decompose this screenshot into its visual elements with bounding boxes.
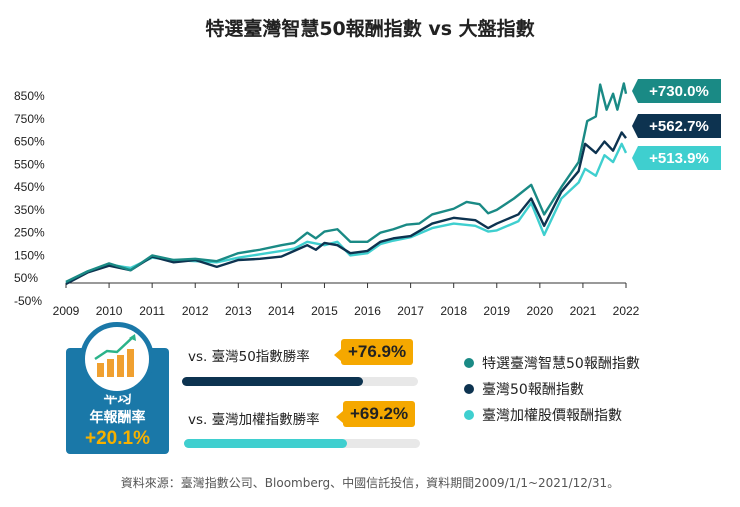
series-line bbox=[65, 82, 628, 283]
badge-line2: 年報酬率 bbox=[89, 410, 146, 426]
legend-item: 臺灣加權股價報酬指數 bbox=[464, 402, 640, 428]
badge-value: +20.1% bbox=[85, 428, 150, 449]
x-tick-label: 2019 bbox=[483, 304, 510, 318]
end-label-box bbox=[632, 79, 721, 103]
y-tick-label: 850% bbox=[14, 89, 45, 103]
win-rate-value-tw50: +76.9% bbox=[333, 339, 414, 365]
end-label-box bbox=[632, 146, 721, 170]
legend-label: 特選臺灣智慧50報酬指數 bbox=[482, 356, 640, 372]
line-chart: 850% 750% 650% 550% 450% 350% 250% 150% 50% -50% 2… bbox=[14, 79, 721, 318]
x-tick-label: 2011 bbox=[139, 304, 165, 318]
x-tick-label: 2015 bbox=[311, 304, 338, 318]
x-tick-label: 2010 bbox=[96, 304, 123, 318]
y-tick-label: 550% bbox=[14, 157, 45, 171]
x-tick-label: 2022 bbox=[613, 304, 640, 318]
win-rate-label-tw50: vs. 臺灣50指數勝率 bbox=[188, 349, 310, 365]
x-tick-label: 2016 bbox=[354, 304, 381, 318]
x-tick-label: 2021 bbox=[570, 304, 597, 318]
win-rate-bar-fill bbox=[184, 439, 348, 448]
legend-label: 臺灣加權股價報酬指數 bbox=[482, 408, 622, 424]
win-rate-label-taiex: vs. 臺灣加權指數勝率 bbox=[188, 412, 320, 428]
y-tick-label: 50% bbox=[14, 271, 38, 285]
x-tick-label: 2014 bbox=[268, 304, 295, 318]
y-tick-label: 350% bbox=[14, 203, 45, 217]
legend-dot bbox=[464, 410, 474, 420]
end-label: +562.7% bbox=[649, 118, 709, 135]
y-tick-label: 450% bbox=[14, 180, 45, 194]
legend-dot bbox=[464, 384, 474, 394]
legend-label: 臺灣50報酬指數 bbox=[482, 382, 584, 398]
x-tick-label: 2009 bbox=[53, 304, 80, 318]
win-rate-bar-tw50 bbox=[182, 377, 418, 386]
chart-title: 特選臺灣智慧50報酬指數 vs 大盤指數 bbox=[205, 18, 535, 40]
win-rate-bar-taiex bbox=[184, 439, 420, 448]
x-tick-label: 2018 bbox=[440, 304, 467, 318]
x-tick-label: 2020 bbox=[526, 304, 553, 318]
y-tick-label: 250% bbox=[14, 226, 45, 240]
y-tick-label: 150% bbox=[14, 248, 45, 262]
win-rate-value-taiex: +69.2% bbox=[335, 401, 416, 427]
end-label: +513.9% bbox=[649, 150, 709, 167]
source-note: 資料來源：臺灣指數公司、Bloomberg、中國信託投信，資料期間2009/1/… bbox=[120, 476, 620, 490]
series-line bbox=[65, 142, 628, 284]
x-tick-label: 2012 bbox=[182, 304, 209, 318]
win-rate-bar-fill bbox=[182, 377, 364, 386]
end-label-box bbox=[632, 114, 721, 138]
legend-item: 臺灣50報酬指數 bbox=[464, 376, 640, 402]
end-label: +730.0% bbox=[649, 83, 709, 100]
chart-growth-icon bbox=[80, 322, 154, 396]
x-tick-label: 2013 bbox=[225, 304, 252, 318]
legend-item: 特選臺灣智慧50報酬指數 bbox=[464, 350, 640, 376]
legend: 特選臺灣智慧50報酬指數 臺灣50報酬指數 臺灣加權股價報酬指數 bbox=[464, 350, 640, 428]
y-tick-label: -50% bbox=[14, 294, 42, 308]
x-tick-label: 2017 bbox=[397, 304, 424, 318]
legend-dot bbox=[464, 358, 474, 368]
y-tick-label: 750% bbox=[14, 112, 45, 126]
y-tick-label: 650% bbox=[14, 135, 45, 149]
